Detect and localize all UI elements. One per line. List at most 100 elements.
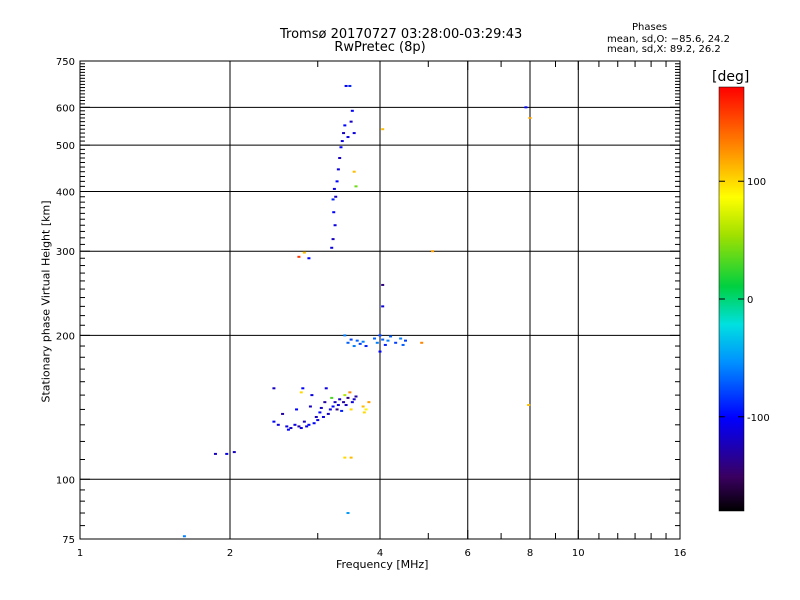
echo-point [272,420,276,423]
echo-point [346,341,350,344]
echo-point [343,124,347,127]
y-tick-label: 600 [56,103,75,114]
colorbar-ticks: 100 0 -100 [719,177,770,424]
echo-point [348,84,352,87]
echo-point [352,132,356,135]
echo-point [330,246,334,249]
echo-point [326,412,330,415]
echo-point [332,211,336,214]
echo-point [338,398,342,401]
echo-point [420,341,424,344]
y-tick-label: 500 [56,141,75,152]
echo-point [383,343,387,346]
echo-point [394,341,398,344]
y-tick-labels: 75 100 200 300 400 500 600 750 [56,57,75,546]
colorbar-tick-label: 100 [747,177,766,188]
echo-point [213,452,217,455]
echo-point [297,255,301,258]
echo-point [352,345,356,348]
x-tick-label: 6 [465,548,471,559]
y-tick-label: 400 [56,187,75,198]
y-tick-label: 100 [56,475,75,486]
echo-point [297,425,301,428]
y-tick-label: 75 [62,535,75,546]
echo-point [339,146,343,149]
echo-point [331,198,335,201]
plot-frame [79,60,681,540]
echo-point [335,408,339,411]
x-tick-label: 10 [572,548,585,559]
echo-point [373,337,377,340]
stats-heading: Phases [632,22,668,33]
echo-point [389,335,393,338]
echo-point [336,404,340,407]
echo-point [289,427,293,430]
echo-point [312,422,316,425]
echo-point [375,341,379,344]
y-tick-label: 750 [56,57,75,68]
echo-point [350,109,354,112]
echo-points [182,84,532,538]
colorbar-label: [deg] [712,69,750,85]
echo-point [381,338,385,341]
echo-point [330,396,334,399]
echo-point [225,452,229,455]
x-tick-label: 8 [527,548,533,559]
echo-point [401,343,405,346]
echo-point [344,84,348,87]
echo-point [348,391,352,394]
echo-point [355,339,359,342]
echo-point [333,401,337,404]
grid-lines [80,61,680,539]
echo-point [343,394,347,397]
echo-point [276,423,280,426]
echo-point [299,391,303,394]
echo-point [346,512,350,515]
echo-point [299,427,303,430]
echo-point [354,395,358,398]
echo-point [352,398,356,401]
echo-point [293,423,297,426]
echo-point [352,170,356,173]
echo-point [340,409,344,412]
echo-point [362,411,366,414]
echo-point [528,116,532,119]
echo-point [307,257,311,260]
echo-point [324,387,328,390]
x-tick-labels: 1 2 4 6 8 10 16 [77,548,687,559]
colorbar-tick-label: -100 [747,413,770,424]
echo-point [381,283,385,286]
y-tick-label: 200 [56,331,75,342]
stats-line-x: mean, sd,X: 89.2, 26.2 [607,44,721,55]
echo-point [314,415,318,418]
echo-point [286,428,290,431]
x-tick-label: 1 [77,548,83,559]
echo-point [349,408,353,411]
echo-point [344,404,348,407]
echo-point [350,401,354,404]
x-tick-label: 4 [377,548,383,559]
echo-point [301,387,305,390]
x-axis-label: Frequency [MHz] [336,558,429,571]
stats-line-o: mean, sd,O: −85.6, 24.2 [607,34,730,45]
echo-point [308,405,312,408]
echo-point [364,408,368,411]
echo-point [305,425,309,428]
echo-point [338,157,342,160]
echo-point [336,168,340,171]
echo-point [335,180,339,183]
echo-point [349,456,353,459]
echo-point [285,425,289,428]
echo-point [281,412,285,415]
y-axis-label: Stationary phase Virtual Height [km] [39,200,53,403]
echo-point [340,140,344,143]
echo-point [367,401,371,404]
echo-point [272,387,276,390]
echo-point [342,132,346,135]
echo-point [354,185,358,188]
echo-point [334,195,338,198]
echo-point [399,337,403,340]
echo-point [358,342,362,345]
echo-point [346,136,350,139]
